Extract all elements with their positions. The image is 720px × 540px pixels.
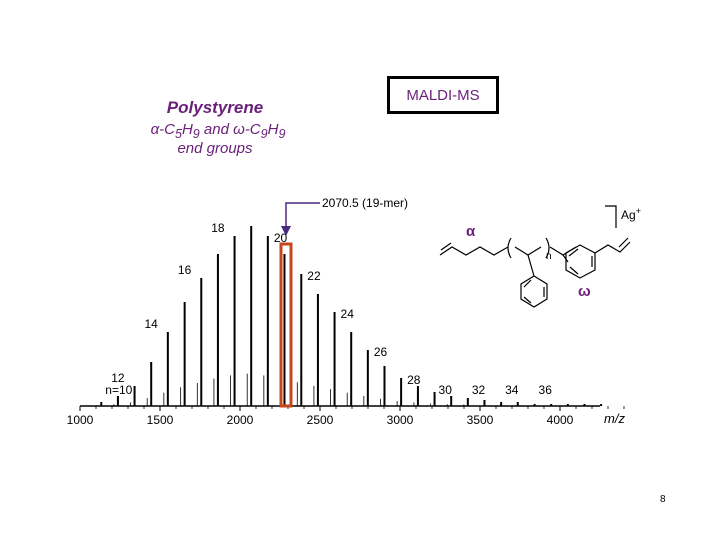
repeat-bracket-right bbox=[545, 237, 550, 259]
formula-part: H bbox=[267, 121, 279, 138]
peak-label: 36 bbox=[539, 383, 553, 397]
peak-label: 22 bbox=[307, 269, 321, 283]
polystyrene-structure bbox=[439, 205, 631, 308]
x-tick-label: 1500 bbox=[147, 413, 174, 427]
x-tick-label: 3500 bbox=[467, 413, 494, 427]
x-tick-label: 2000 bbox=[227, 413, 254, 427]
highlight-box bbox=[279, 242, 293, 408]
peak-label: 34 bbox=[505, 383, 519, 397]
peak-label: 14 bbox=[144, 317, 158, 331]
peak-label: 24 bbox=[341, 307, 355, 321]
repeat-unit-bonds bbox=[514, 246, 542, 256]
end-groups-formula: α-C5H9 and ω-C9H9 bbox=[128, 121, 308, 141]
omega-symbol: ω bbox=[233, 121, 245, 138]
alpha-label: α bbox=[466, 223, 476, 240]
ion-charge: + bbox=[636, 206, 641, 216]
peak-label: 20 bbox=[274, 231, 288, 245]
annotation-label: 2070.5 (19-mer) bbox=[322, 196, 408, 210]
formula-part: -C bbox=[244, 121, 261, 138]
x-axis: 1000 1500 2000 2500 3000 3500 4000 bbox=[67, 405, 625, 427]
x-tick-label: 2500 bbox=[307, 413, 334, 427]
pendant-bond bbox=[527, 254, 535, 277]
x-axis-label: m/z bbox=[604, 411, 625, 426]
pendant-ring-inner-bond bbox=[523, 296, 532, 304]
formula-part: and bbox=[199, 121, 234, 138]
annotation-arrowhead bbox=[281, 226, 291, 236]
x-tick-label: 1000 bbox=[67, 413, 94, 427]
formula-sub: 9 bbox=[192, 127, 200, 141]
ion-bracket bbox=[605, 205, 617, 228]
repeat-bracket-left bbox=[507, 237, 512, 259]
peak-label: 26 bbox=[374, 345, 388, 359]
maldi-ms-badge: MALDI-MS bbox=[387, 76, 499, 114]
peak-label: 32 bbox=[472, 383, 486, 397]
x-tick-label: 3000 bbox=[387, 413, 414, 427]
alpha-chain-bonds bbox=[439, 246, 509, 256]
peak-label: 18 bbox=[211, 221, 225, 235]
formula-part: -C bbox=[159, 121, 175, 138]
peak-series bbox=[100, 226, 603, 406]
end-groups-caption: end groups bbox=[177, 140, 253, 157]
formula-sub: 5 bbox=[175, 127, 182, 141]
styryl-vinyl-bonds bbox=[594, 241, 631, 254]
peak-label: 12 bbox=[111, 371, 125, 385]
pendant-phenyl-ring bbox=[520, 275, 548, 308]
slide-number: 8 bbox=[660, 494, 666, 505]
formula-part: H bbox=[181, 121, 193, 138]
repeat-n-label: n bbox=[546, 251, 552, 262]
peak-label: 28 bbox=[407, 373, 421, 387]
styryl-ring bbox=[565, 244, 596, 279]
slide-title: Polystyrene bbox=[166, 98, 264, 117]
peak-label: 30 bbox=[439, 383, 453, 397]
x-tick-label: 4000 bbox=[547, 413, 574, 427]
formula-sub: 9 bbox=[278, 127, 286, 141]
styryl-vinyl-double-bond bbox=[618, 237, 629, 248]
ion-symbol: Ag bbox=[621, 208, 636, 222]
styryl-ring-inner-bond bbox=[568, 248, 579, 257]
silver-ion-label: Ag+ bbox=[621, 206, 641, 222]
peak-label: n=10 bbox=[105, 383, 132, 397]
maldi-ms-label: MALDI-MS bbox=[406, 86, 480, 104]
alpha-symbol: α bbox=[150, 121, 160, 138]
omega-label: ω bbox=[578, 283, 591, 300]
pendant-ring-inner-bond bbox=[523, 279, 532, 288]
peak-label: 16 bbox=[178, 263, 192, 277]
annotation-arrow-line bbox=[285, 202, 320, 228]
formula-sub: 9 bbox=[260, 127, 268, 141]
styryl-ring-inner-bond bbox=[569, 266, 579, 275]
vinyl-double-bond bbox=[440, 242, 452, 251]
